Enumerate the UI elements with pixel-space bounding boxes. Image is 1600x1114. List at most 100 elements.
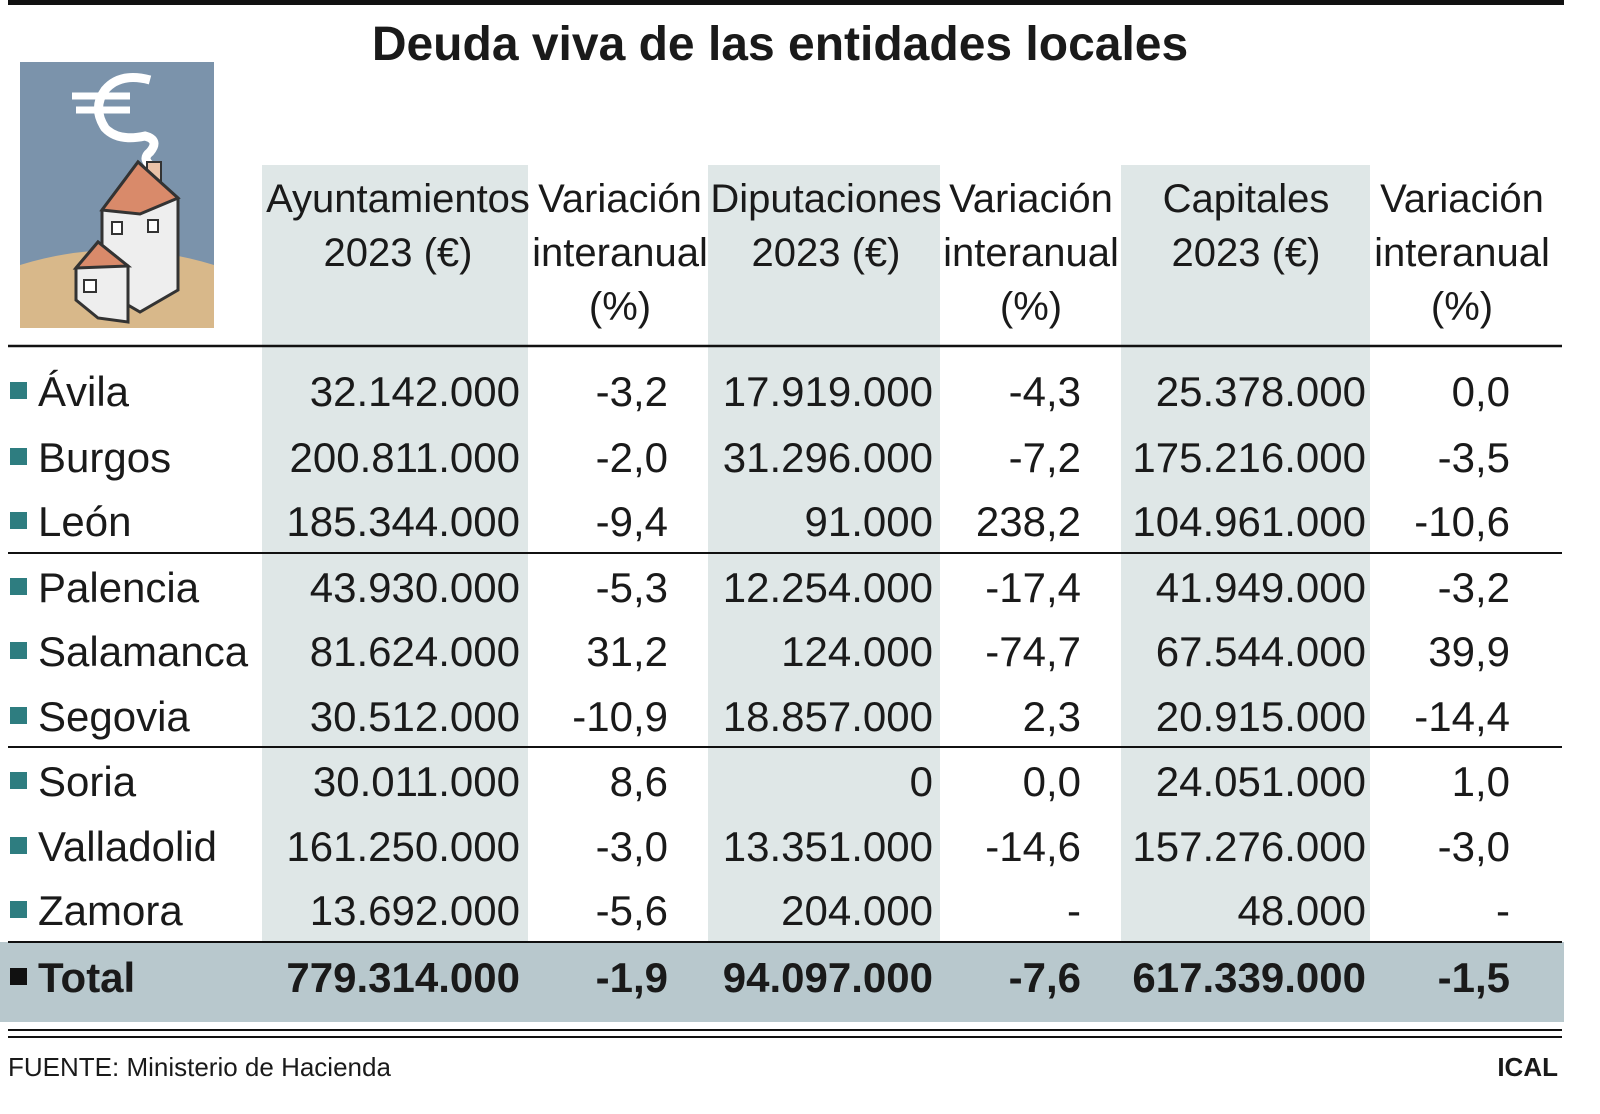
cell: 30.512.000	[310, 693, 520, 740]
column-header: Diputaciones	[710, 177, 941, 221]
cell: 48.000	[1238, 887, 1366, 934]
cell: 32.142.000	[310, 368, 520, 415]
total-band	[0, 942, 1564, 1022]
bullet	[10, 578, 27, 595]
cell: -	[1496, 887, 1510, 934]
cell: 161.250.000	[286, 823, 520, 870]
cell: -3,2	[596, 368, 668, 415]
row-label: Ávila	[38, 368, 130, 415]
bullet	[10, 512, 27, 529]
bullet	[10, 642, 27, 659]
cell: 30.011.000	[313, 758, 520, 805]
cell: -5,6	[596, 887, 668, 934]
bullet	[10, 382, 27, 399]
column-header: Variación	[949, 177, 1113, 221]
cell: -3,5	[1438, 434, 1510, 481]
cell: 43.930.000	[310, 564, 520, 611]
total-cell: -7,6	[1009, 954, 1081, 1001]
cell: -3,0	[1438, 823, 1510, 870]
cell: -9,4	[596, 498, 668, 545]
row-label: Zamora	[38, 887, 183, 934]
cell: -14,4	[1414, 693, 1510, 740]
bullet	[10, 968, 27, 985]
total-cell: 617.339.000	[1132, 954, 1366, 1001]
cell: 31,2	[586, 628, 668, 675]
bullet	[10, 707, 27, 724]
cell: -3,0	[596, 823, 668, 870]
cell: -2,0	[596, 434, 668, 481]
column-header: interanual	[532, 231, 708, 275]
column-header: Ayuntamientos	[266, 177, 530, 221]
cell: 175.216.000	[1132, 434, 1366, 481]
cell: 39,9	[1428, 628, 1510, 675]
column-header: 2023 (€)	[752, 231, 901, 275]
column-header: Variación	[1380, 177, 1544, 221]
cell: 124.000	[781, 628, 933, 675]
column-header: 2023 (€)	[1172, 231, 1321, 275]
cell: 25.378.000	[1156, 368, 1366, 415]
credit: ICAL	[1497, 1052, 1558, 1082]
cell: -5,3	[596, 564, 668, 611]
cell: 13.692.000	[310, 887, 520, 934]
cell: 67.544.000	[1156, 628, 1366, 675]
cell: -	[1067, 887, 1081, 934]
cell: 0	[910, 758, 933, 805]
cell: 13.351.000	[723, 823, 933, 870]
column-header: Capitales	[1163, 177, 1330, 221]
row-label: León	[38, 498, 131, 545]
cell: 12.254.000	[723, 564, 933, 611]
cell: 31.296.000	[723, 434, 933, 481]
cell: 91.000	[805, 498, 933, 545]
cell: -3,2	[1438, 564, 1510, 611]
cell: 104.961.000	[1132, 498, 1366, 545]
cell: 20.915.000	[1156, 693, 1366, 740]
total-cell: -1,5	[1438, 954, 1510, 1001]
cell: 157.276.000	[1132, 823, 1366, 870]
column-header: (%)	[1000, 285, 1062, 329]
row-label: Burgos	[38, 434, 171, 481]
bullet	[10, 901, 27, 918]
cell: 24.051.000	[1156, 758, 1366, 805]
row-label: Palencia	[38, 564, 200, 611]
cell: -7,2	[1009, 434, 1081, 481]
source: FUENTE: Ministerio de Hacienda	[8, 1052, 391, 1082]
cell: 204.000	[781, 887, 933, 934]
total-label: Total	[38, 954, 135, 1001]
cell: 238,2	[976, 498, 1081, 545]
cell: 17.919.000	[723, 368, 933, 415]
cell: 81.624.000	[310, 628, 520, 675]
cell: 0,0	[1023, 758, 1081, 805]
bullet	[10, 837, 27, 854]
bullet	[10, 448, 27, 465]
cell: 1,0	[1452, 758, 1510, 805]
row-label: Salamanca	[38, 628, 249, 675]
row-label: Soria	[38, 758, 137, 805]
cell: 2,3	[1023, 693, 1081, 740]
title: Deuda viva de las entidades locales	[372, 18, 1188, 71]
cell: -4,3	[1009, 368, 1081, 415]
total-cell: 779.314.000	[286, 954, 520, 1001]
cell: 185.344.000	[286, 498, 520, 545]
cell: -10,9	[572, 693, 668, 740]
cell: 200.811.000	[290, 434, 520, 481]
total-cell: 94.097.000	[723, 954, 933, 1001]
column-header: interanual	[943, 231, 1119, 275]
cell: -74,7	[985, 628, 1081, 675]
bullet	[10, 772, 27, 789]
row-label: Valladolid	[38, 823, 217, 870]
column-header: interanual	[1374, 231, 1550, 275]
cell: 0,0	[1452, 368, 1510, 415]
column-header: 2023 (€)	[324, 231, 473, 275]
cell: -17,4	[985, 564, 1081, 611]
top-rule	[8, 0, 1564, 5]
icon	[20, 62, 214, 328]
cell: 18.857.000	[723, 693, 933, 740]
column-header: Variación	[538, 177, 702, 221]
column-header: (%)	[1431, 285, 1493, 329]
column-header: (%)	[589, 285, 651, 329]
cell: 41.949.000	[1156, 564, 1366, 611]
cell: 8,6	[610, 758, 668, 805]
cell: -14,6	[985, 823, 1081, 870]
row-label: Segovia	[38, 693, 190, 740]
